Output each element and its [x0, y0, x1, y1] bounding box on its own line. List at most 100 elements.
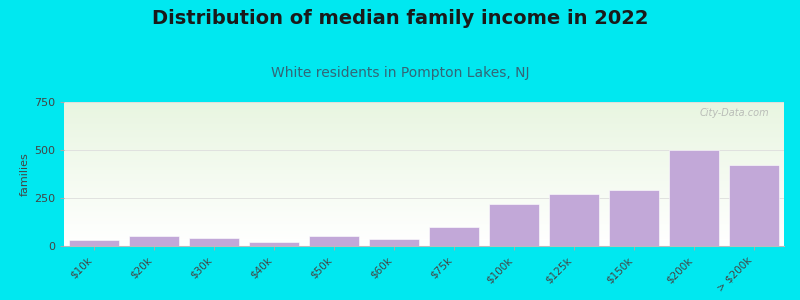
Bar	[64, 158, 784, 159]
Bar	[610, 190, 658, 246]
Bar	[64, 232, 784, 233]
Bar	[64, 204, 784, 205]
Bar	[64, 119, 784, 120]
Bar	[64, 208, 784, 209]
Bar	[370, 239, 418, 246]
Bar	[64, 111, 784, 112]
Y-axis label: families: families	[20, 152, 30, 196]
Bar	[64, 121, 784, 122]
Bar	[64, 166, 784, 167]
Bar	[64, 196, 784, 197]
Bar	[64, 222, 784, 223]
Bar	[64, 167, 784, 168]
Bar	[64, 194, 784, 195]
Bar	[64, 191, 784, 192]
Bar	[64, 102, 784, 103]
Bar	[64, 240, 784, 241]
Bar	[64, 130, 784, 131]
Bar	[64, 116, 784, 117]
Bar	[64, 162, 784, 163]
Bar	[64, 183, 784, 184]
Bar	[64, 206, 784, 207]
Bar	[64, 172, 784, 173]
Bar	[64, 128, 784, 129]
Bar	[64, 163, 784, 164]
Bar	[64, 177, 784, 178]
Bar	[64, 188, 784, 189]
Bar	[64, 133, 784, 134]
Bar	[64, 196, 784, 197]
Bar	[490, 204, 538, 246]
Bar	[64, 139, 784, 140]
Bar	[190, 238, 238, 246]
Bar	[64, 214, 784, 215]
Bar	[64, 221, 784, 222]
Text: Distribution of median family income in 2022: Distribution of median family income in …	[152, 9, 648, 28]
Bar	[64, 181, 784, 182]
Bar	[64, 231, 784, 232]
Bar	[64, 170, 784, 171]
Bar	[64, 143, 784, 144]
Bar	[64, 120, 784, 121]
Bar	[430, 227, 478, 246]
Bar	[64, 160, 784, 161]
Bar	[64, 203, 784, 204]
Bar	[64, 235, 784, 236]
Bar	[64, 142, 784, 143]
Bar	[310, 236, 358, 246]
Bar	[64, 147, 784, 148]
Bar	[64, 186, 784, 187]
Bar	[64, 159, 784, 160]
Bar	[64, 140, 784, 141]
Bar	[64, 232, 784, 233]
Bar	[730, 165, 778, 246]
Bar	[64, 155, 784, 156]
Bar	[64, 132, 784, 133]
Bar	[64, 223, 784, 224]
Bar	[64, 216, 784, 217]
Bar	[64, 209, 784, 210]
Bar	[64, 179, 784, 180]
Bar	[64, 234, 784, 235]
Bar	[64, 161, 784, 162]
Bar	[550, 194, 598, 246]
Bar	[64, 115, 784, 116]
Bar	[64, 243, 784, 244]
Bar	[64, 126, 784, 127]
Bar	[64, 218, 784, 219]
Bar	[64, 145, 784, 146]
Bar	[64, 195, 784, 196]
Bar	[64, 165, 784, 166]
Bar	[64, 173, 784, 174]
Bar	[64, 245, 784, 246]
Bar	[64, 224, 784, 225]
Bar	[64, 135, 784, 136]
Bar	[64, 149, 784, 150]
Bar	[64, 146, 784, 147]
Bar	[64, 110, 784, 111]
Bar	[64, 228, 784, 229]
Bar	[64, 197, 784, 198]
Bar	[64, 212, 784, 213]
Bar	[64, 148, 784, 149]
Bar	[64, 202, 784, 203]
Bar	[64, 189, 784, 190]
Bar	[64, 174, 784, 175]
Bar	[250, 242, 298, 246]
Bar	[64, 178, 784, 179]
Bar	[64, 107, 784, 108]
Bar	[64, 219, 784, 220]
Bar	[64, 184, 784, 185]
Text: City-Data.com: City-Data.com	[700, 108, 770, 118]
Bar	[64, 112, 784, 113]
Bar	[64, 152, 784, 153]
Bar	[64, 136, 784, 137]
Bar	[64, 185, 784, 186]
Bar	[64, 205, 784, 206]
Bar	[64, 213, 784, 214]
Bar	[64, 192, 784, 193]
Bar	[64, 226, 784, 227]
Bar	[64, 129, 784, 130]
Bar	[64, 134, 784, 135]
Bar	[64, 168, 784, 169]
